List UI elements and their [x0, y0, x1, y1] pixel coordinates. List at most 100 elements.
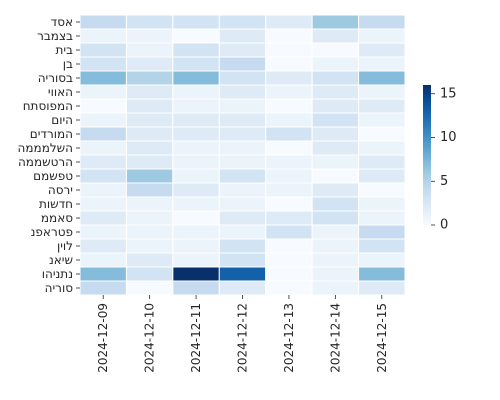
heatmap-cell: [311, 266, 360, 282]
heatmap-cell: [358, 98, 406, 114]
heatmap-cell: [358, 238, 406, 254]
heatmap-cell: [218, 182, 267, 198]
heatmap-cell: [358, 154, 406, 170]
heatmap-cell: [358, 168, 406, 184]
heatmap-cell: [79, 28, 127, 44]
heatmap-cell: [218, 252, 267, 268]
heatmap-cell: [358, 140, 406, 156]
heatmap-cell: [311, 126, 360, 142]
column-tick-label: 2024-12-10: [143, 303, 157, 373]
heatmap-cell: [125, 224, 174, 240]
heatmap-cell: [265, 224, 313, 240]
row-tick-label: נתניהו: [42, 267, 73, 281]
row-tick-label: טפשמם: [33, 169, 73, 183]
heatmap-cell: [265, 70, 313, 86]
heatmap-cell: [358, 126, 406, 142]
heatmap-cell: [311, 280, 360, 296]
heatmap-cell: [172, 140, 220, 156]
heatmap-cell: [218, 224, 267, 240]
heatmap-cell: [79, 224, 127, 240]
heatmap-cell: [172, 56, 220, 72]
heatmap-cell: [79, 266, 127, 282]
heatmap-cell: [79, 42, 127, 58]
heatmap-cells: [79, 14, 406, 296]
heatmap-cell: [218, 56, 267, 72]
heatmap-cell: [218, 196, 267, 212]
heatmap-cell: [79, 182, 127, 198]
heatmap-cell: [125, 154, 174, 170]
heatmap-cell: [265, 42, 313, 58]
heatmap-cell: [265, 196, 313, 212]
heatmap-cell: [125, 210, 174, 226]
column-tick-label: 2024-12-15: [375, 303, 389, 373]
heatmap-cell: [172, 266, 220, 282]
heatmap-cell: [218, 266, 267, 282]
heatmap-cell: [265, 28, 313, 44]
heatmap-cell: [311, 70, 360, 86]
heatmap-cell: [125, 140, 174, 156]
heatmap-cell: [218, 42, 267, 58]
colorbar-tick-label: 15: [440, 86, 457, 101]
heatmap-cell: [265, 252, 313, 268]
row-tick-label: בצמבר: [37, 29, 73, 43]
heatmap-cell: [218, 70, 267, 86]
heatmap-cell: [265, 112, 313, 128]
heatmap-cell: [172, 168, 220, 184]
heatmap-cell: [125, 112, 174, 128]
column-tick-label: 2024-12-11: [189, 303, 203, 373]
row-tick-label: השלמממה: [18, 141, 73, 155]
heatmap-cell: [125, 56, 174, 72]
heatmap-cell: [218, 154, 267, 170]
heatmap-cell: [125, 238, 174, 254]
row-tick-label: סוריה: [45, 281, 74, 295]
heatmap-cell: [358, 84, 406, 100]
heatmap-cell: [358, 56, 406, 72]
heatmap-cell: [265, 140, 313, 156]
heatmap-cell: [79, 70, 127, 86]
heatmap-cell: [172, 182, 220, 198]
heatmap-cell: [265, 182, 313, 198]
heatmap-cell: [265, 14, 313, 30]
colorbar: 0 5 10 15: [423, 85, 457, 233]
heatmap-cell: [172, 70, 220, 86]
heatmap-cell: [172, 98, 220, 114]
heatmap-cell: [311, 252, 360, 268]
heatmap-cell: [79, 140, 127, 156]
heatmap-cell: [125, 280, 174, 296]
heatmap-cell: [79, 56, 127, 72]
heatmap-cell: [79, 252, 127, 268]
heatmap-cell: [125, 98, 174, 114]
heatmap-cell: [79, 112, 127, 128]
row-tick-label: בן: [63, 57, 73, 71]
heatmap-cell: [79, 126, 127, 142]
row-tick-label: שיאנ: [49, 253, 73, 267]
heatmap-cell: [358, 210, 406, 226]
heatmap-cell: [218, 238, 267, 254]
row-tick-label: המפוסתח: [23, 99, 73, 113]
heatmap-cell: [172, 280, 220, 296]
heatmap-cell: [125, 14, 174, 30]
heatmap-cell: [311, 140, 360, 156]
heatmap-cell: [79, 210, 127, 226]
row-tick-label: בסוריה: [38, 71, 73, 85]
row-tick-label: בית: [55, 43, 73, 57]
heatmap-cell: [218, 140, 267, 156]
heatmap-cell: [311, 168, 360, 184]
heatmap-cell: [358, 70, 406, 86]
heatmap-cell: [79, 238, 127, 254]
heatmap-cell: [265, 126, 313, 142]
heatmap-cell: [358, 224, 406, 240]
heatmap-cell: [311, 154, 360, 170]
heatmap-cell: [311, 84, 360, 100]
heatmap-cell: [172, 84, 220, 100]
heatmap-cell: [125, 168, 174, 184]
heatmap-cell: [265, 168, 313, 184]
heatmap-cell: [358, 28, 406, 44]
heatmap-cell: [172, 42, 220, 58]
heatmap-cell: [79, 168, 127, 184]
heatmap-cell: [79, 196, 127, 212]
heatmap-cell: [218, 210, 267, 226]
row-tick-label: אסד: [51, 15, 73, 29]
heatmap-cell: [311, 56, 360, 72]
